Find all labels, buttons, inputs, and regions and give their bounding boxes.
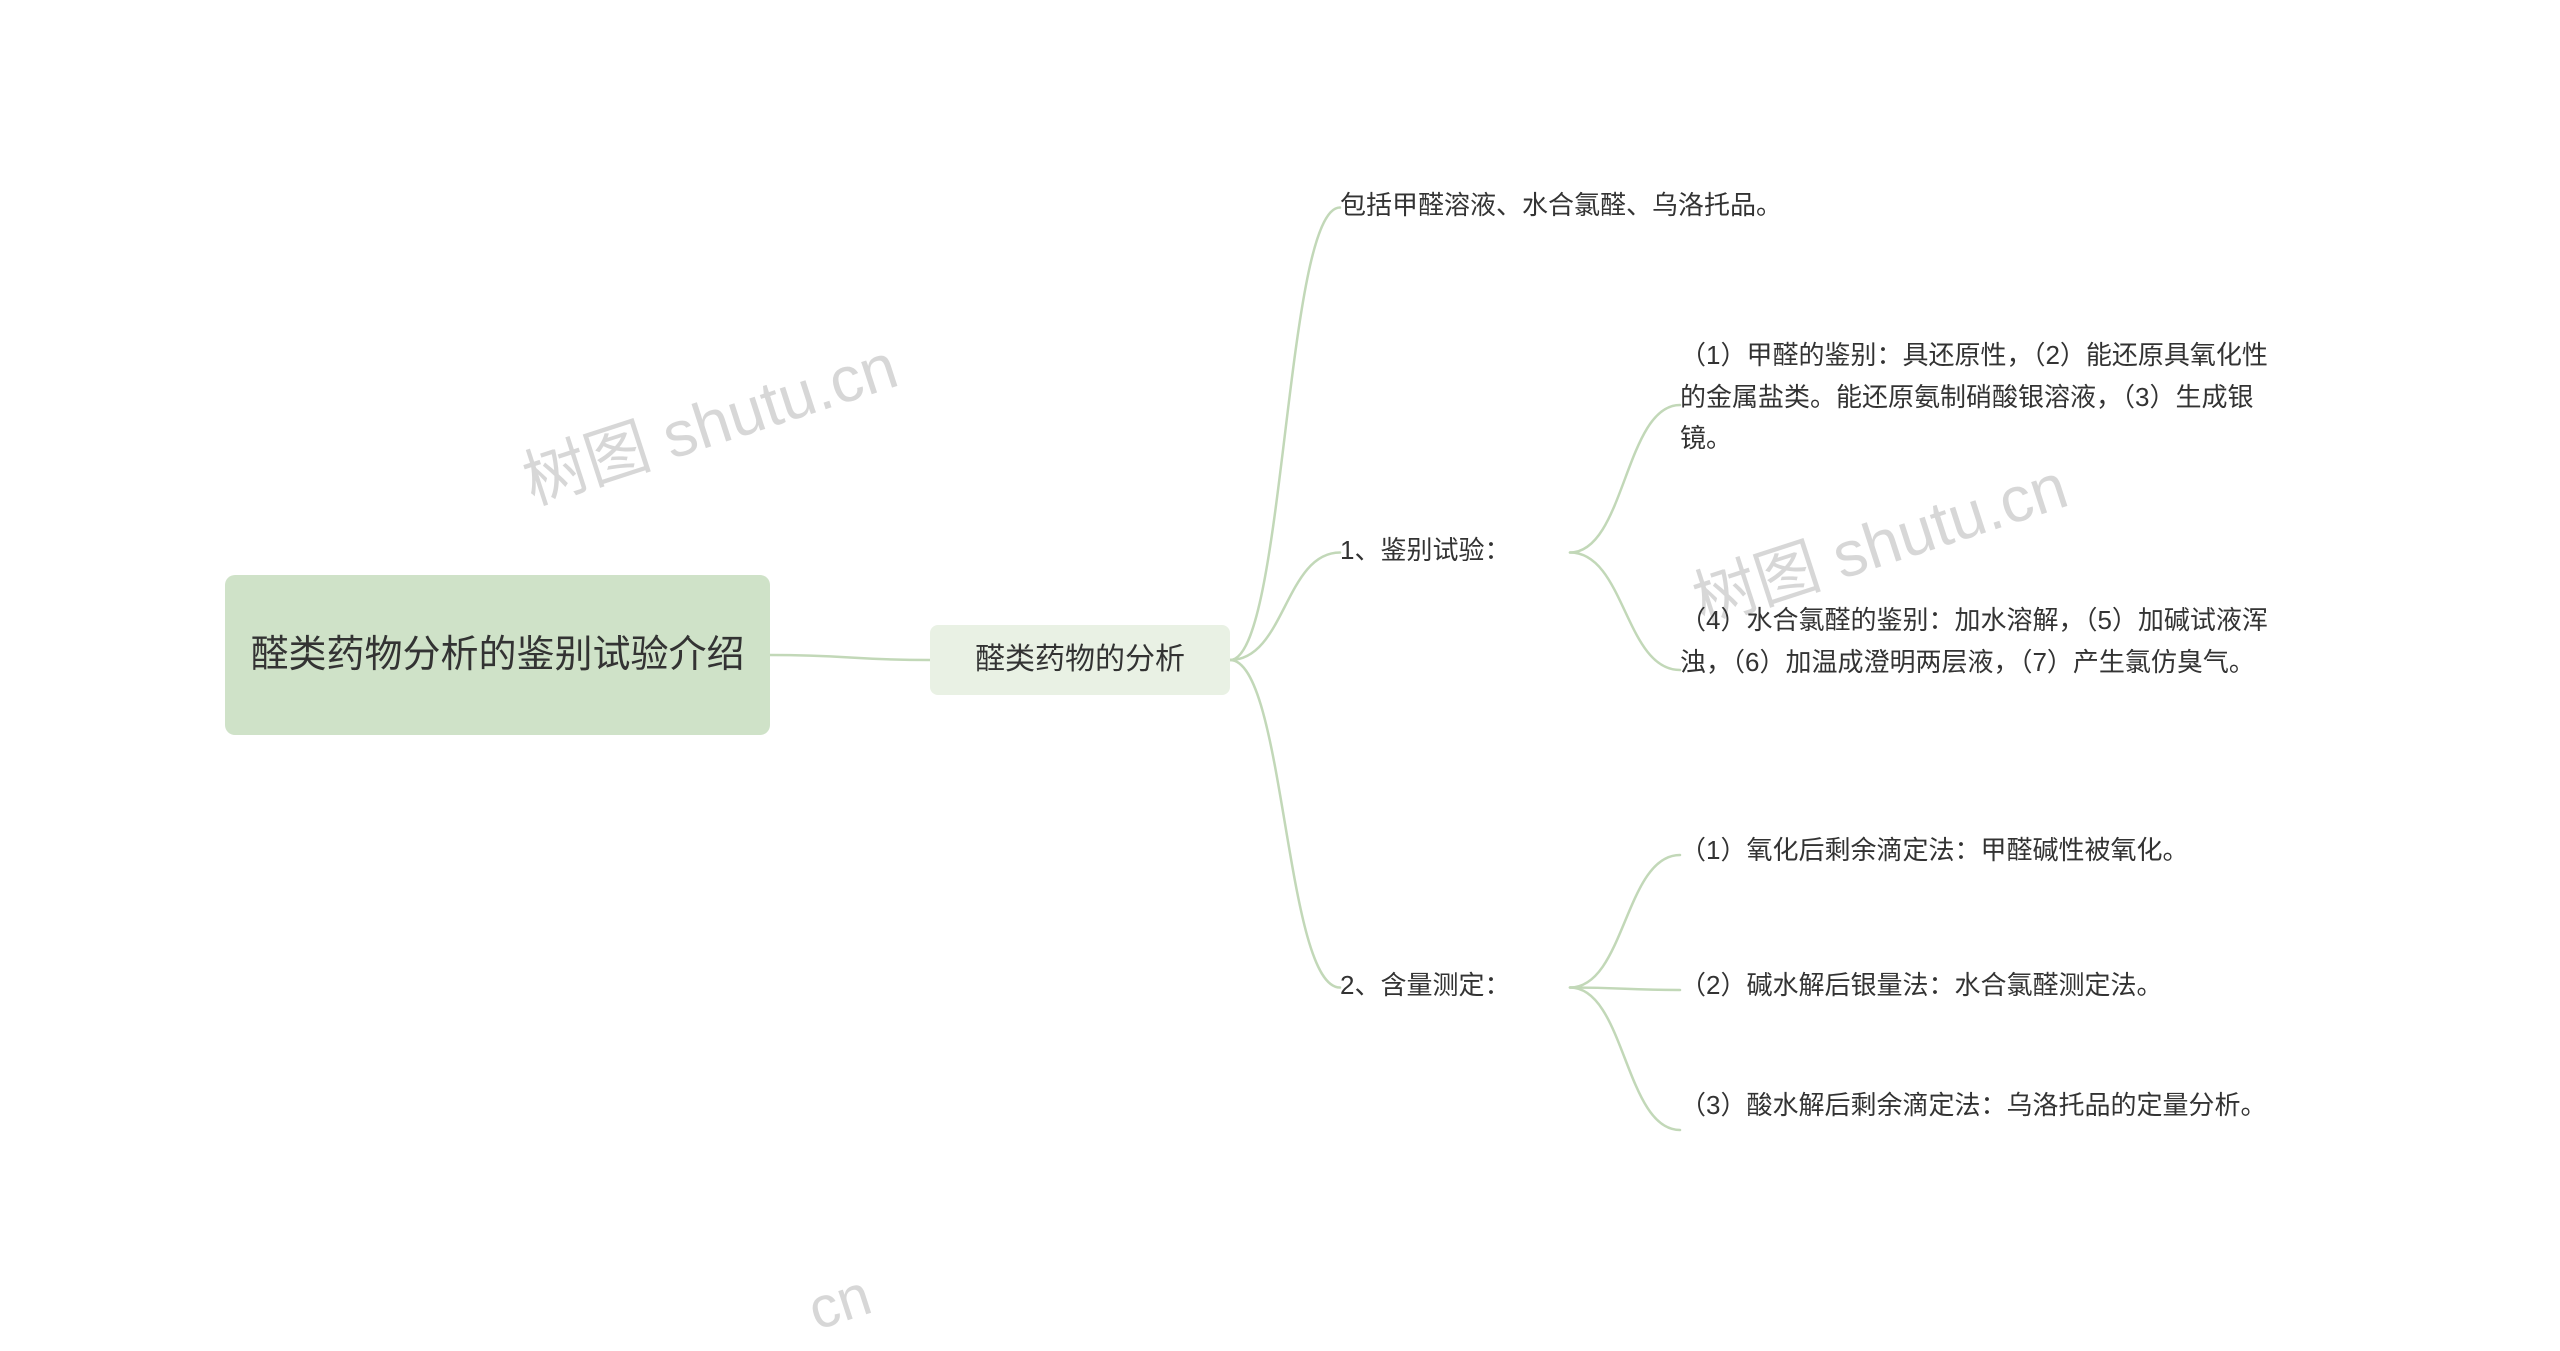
leaf-id-2[interactable]: （4）水合氯醛的鉴别：加水溶解，（5）加碱试液浑浊，（6）加温成澄明两层液，（7…	[1680, 600, 2280, 740]
leaf-assay-3-label: （3）酸水解后剩余滴定法：乌洛托品的定量分析。	[1680, 1085, 2266, 1127]
branch-assay[interactable]: 2、含量测定：	[1340, 965, 1570, 1010]
branch-assay-label: 2、含量测定：	[1340, 965, 1510, 1007]
branch-analysis[interactable]: 醛类药物的分析	[930, 625, 1230, 695]
leaf-assay-1[interactable]: （1）氧化后剩余滴定法：甲醛碱性被氧化。	[1680, 830, 2280, 880]
root-label: 醛类药物分析的鉴别试验介绍	[250, 625, 744, 686]
leaf-includes[interactable]: 包括甲醛溶液、水合氯醛、乌洛托品。	[1340, 185, 1930, 230]
leaf-assay-3[interactable]: （3）酸水解后剩余滴定法：乌洛托品的定量分析。	[1680, 1085, 2280, 1175]
branch-analysis-label: 醛类药物的分析	[975, 636, 1185, 684]
mindmap-canvas: 树图 shutu.cn 树图 shutu.cn cn 醛类药物分析的鉴别试验介绍…	[0, 0, 2560, 1351]
branch-identification[interactable]: 1、鉴别试验：	[1340, 530, 1570, 575]
leaf-includes-label: 包括甲醛溶液、水合氯醛、乌洛托品。	[1340, 185, 1782, 227]
leaf-id-1[interactable]: （1）甲醛的鉴别：具还原性，（2）能还原具氧化性的金属盐类。能还原氨制硝酸银溶液…	[1680, 335, 2280, 475]
watermark-3: cn	[800, 1261, 879, 1344]
watermark-1: 树图 shutu.cn	[510, 315, 907, 522]
root-node[interactable]: 醛类药物分析的鉴别试验介绍	[225, 575, 770, 735]
leaf-assay-2[interactable]: （2）碱水解后银量法：水合氯醛测定法。	[1680, 965, 2280, 1015]
branch-identification-label: 1、鉴别试验：	[1340, 530, 1510, 572]
leaf-assay-1-label: （1）氧化后剩余滴定法：甲醛碱性被氧化。	[1680, 830, 2188, 872]
leaf-assay-2-label: （2）碱水解后银量法：水合氯醛测定法。	[1680, 965, 2162, 1007]
leaf-id-2-label: （4）水合氯醛的鉴别：加水溶解，（5）加碱试液浑浊，（6）加温成澄明两层液，（7…	[1680, 600, 2280, 683]
leaf-id-1-label: （1）甲醛的鉴别：具还原性，（2）能还原具氧化性的金属盐类。能还原氨制硝酸银溶液…	[1680, 335, 2280, 460]
